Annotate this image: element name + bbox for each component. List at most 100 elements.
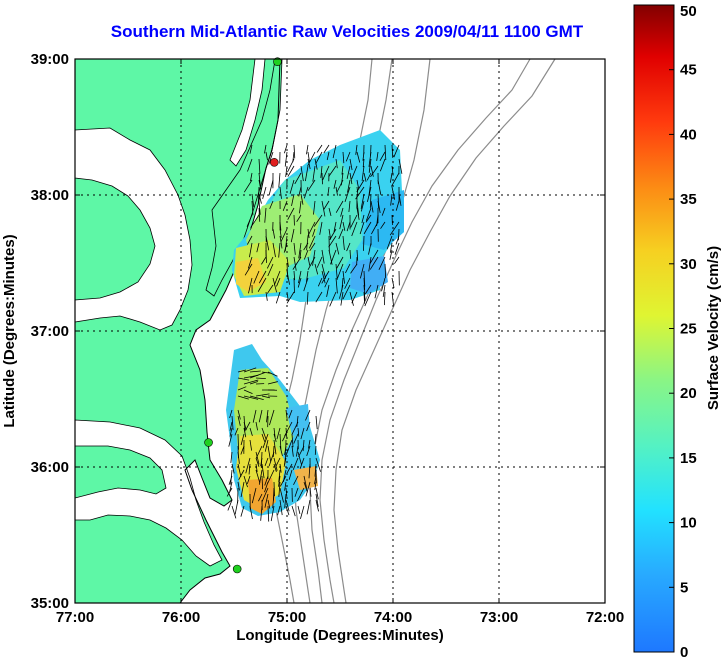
velocity-arrow bbox=[308, 235, 316, 249]
velocity-arrow bbox=[285, 427, 288, 439]
velocity-arrow bbox=[362, 151, 365, 161]
velocity-arrow bbox=[342, 270, 346, 284]
velocity-arrow bbox=[349, 249, 351, 259]
velocity-arrow bbox=[367, 186, 372, 202]
velocity-arrow bbox=[272, 242, 276, 258]
velocity-arrow bbox=[291, 445, 294, 457]
velocity-arrow bbox=[335, 263, 338, 280]
velocity-arrow bbox=[391, 277, 395, 289]
velocity-arrow bbox=[340, 291, 344, 306]
velocity-arrow bbox=[333, 221, 337, 232]
velocity-arrow bbox=[249, 144, 253, 154]
velocity-arrow bbox=[314, 463, 317, 477]
velocity-arrow bbox=[289, 179, 295, 194]
velocity-arrow bbox=[305, 409, 311, 421]
velocity-arrow bbox=[273, 457, 278, 471]
velocity-arrow bbox=[279, 499, 283, 516]
velocity-arrow bbox=[249, 395, 264, 401]
velocity-arrow bbox=[345, 263, 351, 274]
velocity-arrow bbox=[336, 256, 344, 269]
velocity-arrow bbox=[306, 291, 309, 305]
velocity-arrow bbox=[284, 481, 287, 491]
velocity-arrow bbox=[237, 463, 242, 477]
velocity-arrow bbox=[314, 263, 319, 275]
velocity-arrow bbox=[368, 151, 372, 167]
velocity-arrow bbox=[389, 172, 393, 183]
velocity-arrow bbox=[275, 457, 281, 467]
velocity-arrow bbox=[246, 235, 253, 245]
colorbar-tick-label: 5 bbox=[680, 579, 688, 596]
velocity-arrow bbox=[252, 409, 257, 423]
velocity-arrow bbox=[284, 445, 287, 455]
velocity-arrow bbox=[315, 487, 319, 500]
velocity-arrow bbox=[356, 207, 360, 220]
velocity-arrow bbox=[265, 235, 270, 251]
velocity-arrow bbox=[298, 242, 302, 259]
velocity-arrow bbox=[275, 291, 281, 304]
velocity-arrow bbox=[382, 284, 386, 298]
velocity-arrow bbox=[285, 409, 288, 419]
velocity-arrow bbox=[246, 475, 251, 485]
velocity-arrow bbox=[350, 263, 358, 274]
velocity-arrow bbox=[316, 256, 323, 268]
velocity-arrow bbox=[315, 415, 318, 430]
velocity-arrow bbox=[297, 451, 302, 465]
velocity-arrow bbox=[286, 291, 295, 304]
x-tick-label: 74:00 bbox=[374, 609, 412, 626]
velocity-arrow bbox=[260, 457, 263, 467]
velocity-arrow bbox=[342, 221, 346, 231]
velocity-arrow bbox=[346, 242, 351, 252]
velocity-arrow bbox=[273, 433, 277, 442]
velocity-arrow bbox=[368, 256, 372, 272]
velocity-arrow bbox=[351, 165, 358, 180]
velocity-arrow bbox=[327, 186, 330, 196]
velocity-arrow bbox=[277, 505, 281, 516]
velocity-arrow bbox=[344, 186, 351, 203]
velocity-arrow bbox=[229, 409, 233, 419]
velocity-arrow bbox=[293, 242, 296, 255]
velocity-arrow bbox=[278, 172, 281, 188]
velocity-arrow bbox=[261, 395, 271, 399]
velocity-arrow bbox=[240, 433, 245, 446]
velocity-arrow bbox=[348, 200, 351, 213]
velocity-arrow bbox=[268, 179, 274, 196]
velocity-arrow bbox=[384, 263, 387, 279]
velocity-arrow bbox=[258, 207, 261, 222]
velocity-arrow bbox=[287, 207, 295, 220]
velocity-arrow bbox=[237, 481, 240, 491]
velocity-arrow bbox=[261, 427, 267, 441]
velocity-vectors bbox=[226, 144, 403, 522]
velocity-arrow bbox=[297, 487, 305, 502]
velocity-arrow bbox=[300, 427, 305, 440]
colorbar-tick-label: 50 bbox=[680, 3, 697, 20]
y-tick-label: 39:00 bbox=[31, 51, 69, 68]
velocity-arrow bbox=[237, 386, 247, 391]
velocity-arrow bbox=[398, 158, 403, 174]
velocity-arrow bbox=[317, 277, 323, 287]
velocity-arrow bbox=[273, 463, 277, 472]
velocity-arrow bbox=[370, 200, 374, 213]
velocity-arrow bbox=[292, 457, 299, 470]
velocity-arrow bbox=[351, 221, 358, 237]
velocity-arrow bbox=[243, 367, 257, 373]
x-tick-label: 72:00 bbox=[586, 609, 624, 626]
velocity-arrow bbox=[381, 277, 386, 292]
velocity-arrow bbox=[321, 249, 325, 264]
velocity-arrow bbox=[264, 439, 269, 452]
velocity-arrow bbox=[243, 475, 248, 488]
velocity-arrow bbox=[292, 256, 302, 270]
velocity-arrow bbox=[356, 179, 365, 193]
velocity-arrow bbox=[347, 179, 351, 193]
velocity-arrow bbox=[288, 409, 293, 419]
velocity-arrow bbox=[323, 200, 330, 210]
velocity-arrow bbox=[249, 242, 253, 258]
velocity-arrow bbox=[291, 433, 294, 448]
velocity-arrow bbox=[383, 291, 386, 306]
velocity-arrow bbox=[386, 235, 393, 250]
velocity-arrow bbox=[266, 284, 274, 294]
velocity-arrow bbox=[342, 235, 345, 251]
velocity-arrow bbox=[258, 158, 261, 174]
velocity-arrow bbox=[279, 228, 282, 238]
velocity-arrow bbox=[398, 228, 400, 241]
velocity-arrow bbox=[294, 487, 299, 497]
